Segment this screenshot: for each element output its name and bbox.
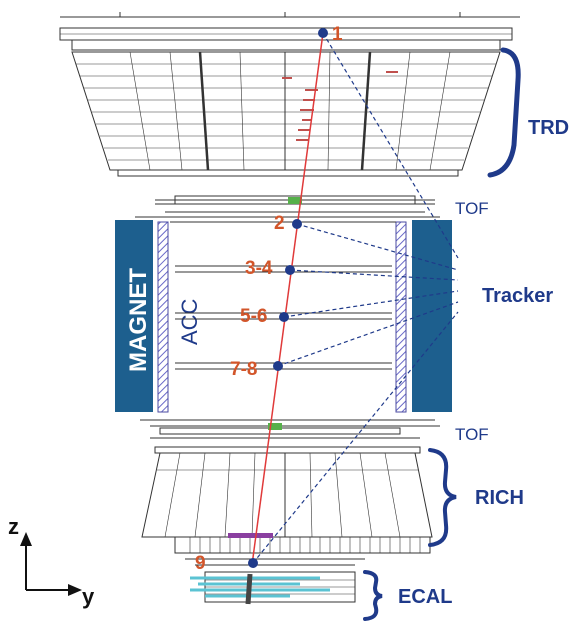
ecal-label: ECAL xyxy=(398,586,452,608)
tof-bottom-label: TOF xyxy=(455,425,489,444)
acc-label: ACC xyxy=(177,298,202,345)
magnet-left xyxy=(115,220,153,412)
tracker-label: Tracker xyxy=(482,285,553,307)
trd-label: TRD xyxy=(528,117,569,139)
hit-dot-1 xyxy=(318,28,328,38)
rich-detector xyxy=(141,446,433,566)
plane-label-2: 2 xyxy=(274,213,285,234)
plane-label-5-6: 5-6 xyxy=(240,306,267,327)
hit-dot-7-8 xyxy=(273,361,283,371)
tof-lower xyxy=(140,419,440,439)
axis-y-label: y xyxy=(82,584,95,609)
plane-label-9: 9 xyxy=(195,553,206,574)
particle-track xyxy=(251,32,324,566)
tof-upper-hit xyxy=(288,197,302,204)
acc-left xyxy=(157,221,169,413)
axis-z-label: z xyxy=(8,514,19,539)
hit-dot-9 xyxy=(248,558,258,568)
hit-dot-2 xyxy=(292,219,302,229)
axis-indicator: z y xyxy=(8,514,95,609)
trd-hits xyxy=(282,71,398,141)
tracker-hit-dots xyxy=(248,28,328,568)
leader-lines xyxy=(252,32,459,564)
hit-dot-3-4 xyxy=(285,265,295,275)
hit-dot-5-6 xyxy=(279,312,289,322)
trd-detector xyxy=(59,12,520,177)
trd-bracket xyxy=(487,47,521,178)
plane-label-3-4: 3-4 xyxy=(245,258,273,279)
plane-label-7-8: 7-8 xyxy=(230,359,257,380)
tracker-planes xyxy=(170,221,396,370)
tof-top-label: TOF xyxy=(455,199,489,218)
acc-right xyxy=(395,221,407,413)
rich-ring-hit xyxy=(228,533,273,538)
plane-label-1: 1 xyxy=(332,24,343,45)
rich-bracket xyxy=(428,448,457,547)
tof-lower-hit xyxy=(268,423,282,430)
ecal-detector xyxy=(190,571,356,605)
ecal-bracket xyxy=(363,570,383,621)
rich-label: RICH xyxy=(475,487,524,509)
magnet-label: MAGNET xyxy=(125,268,152,372)
tof-upper xyxy=(135,195,440,218)
